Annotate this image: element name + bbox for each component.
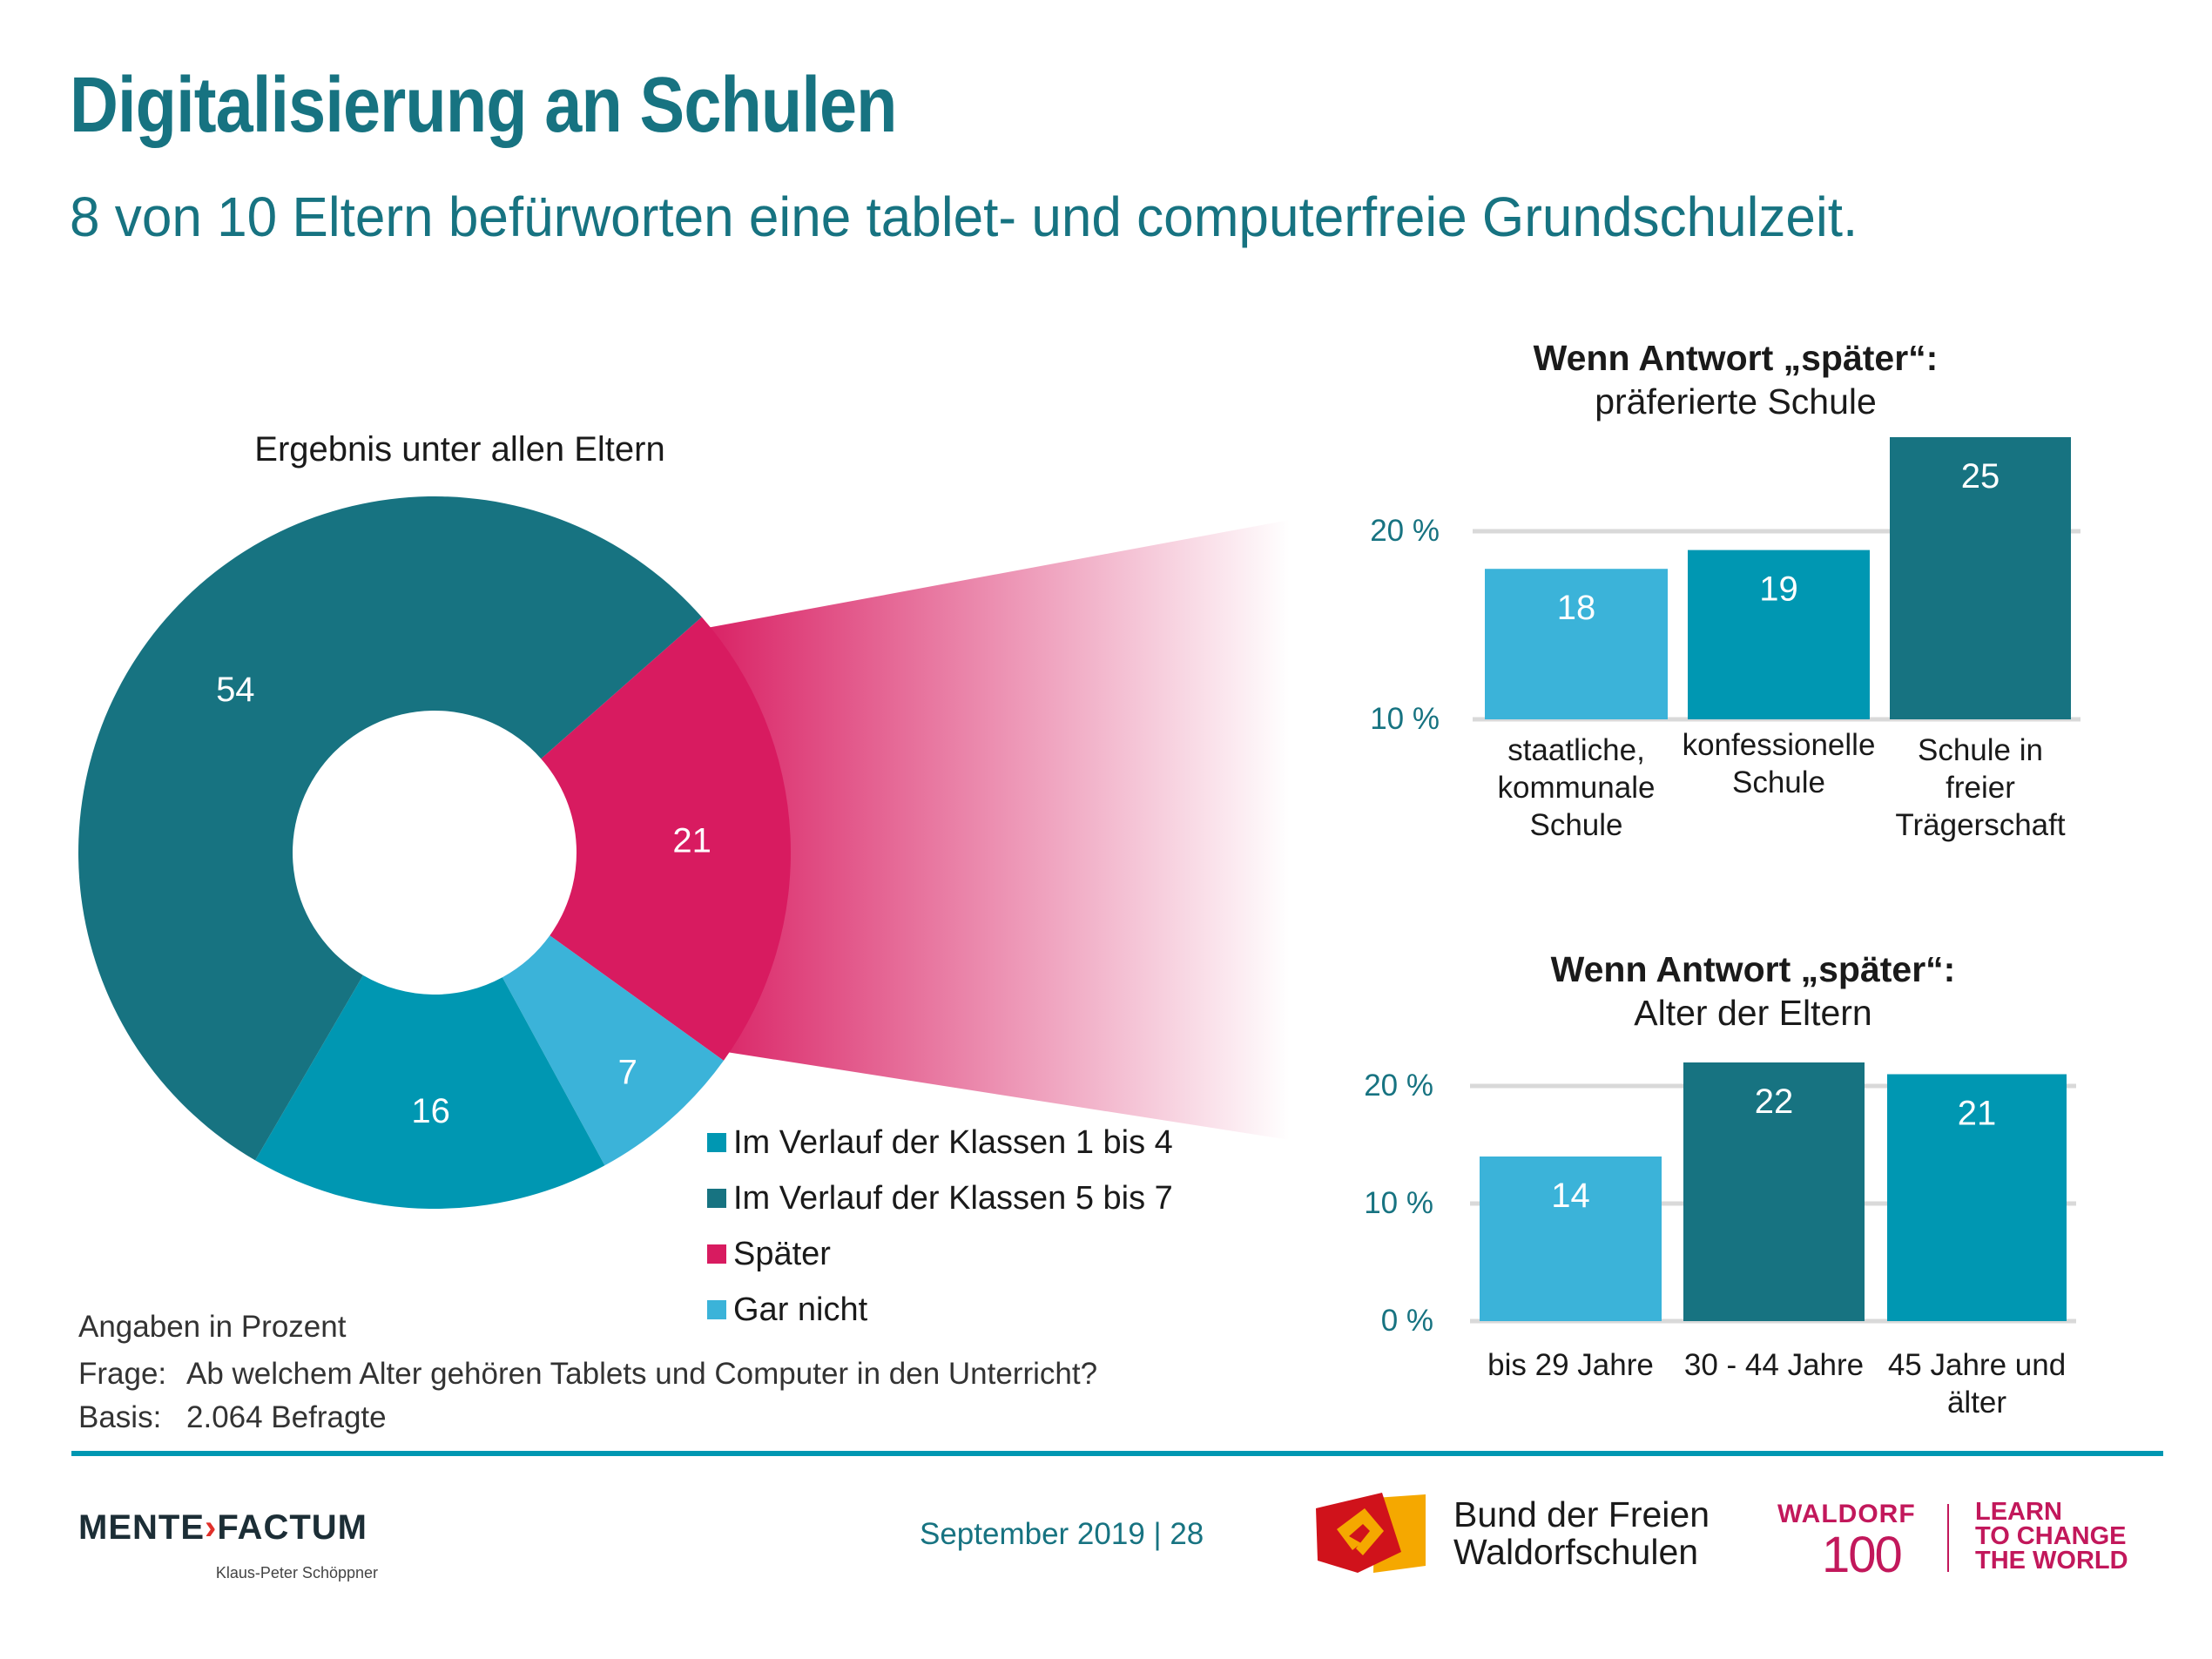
legend-label: Im Verlauf der Klassen 5 bis 7 bbox=[733, 1179, 1173, 1217]
donut-slice bbox=[78, 496, 702, 1161]
bar bbox=[1480, 1157, 1662, 1321]
page-title: Digitalisierung an Schulen bbox=[70, 62, 897, 149]
page-subtitle: 8 von 10 Eltern befürworten eine tablet-… bbox=[70, 185, 1858, 248]
bar-chart-age-title-line2: Alter der Eltern bbox=[1634, 993, 1872, 1033]
bar-chart-age-title-line1: Wenn Antwort „später“: bbox=[1550, 949, 1956, 989]
legend-item: Später bbox=[707, 1235, 831, 1272]
bar bbox=[1688, 550, 1870, 719]
legend-swatch bbox=[707, 1189, 726, 1208]
bar bbox=[1890, 437, 2071, 719]
y-tick-label: 0 % bbox=[1380, 1304, 1433, 1338]
donut-slice bbox=[502, 935, 724, 1166]
legend-item: Im Verlauf der Klassen 5 bis 7 bbox=[707, 1179, 1173, 1217]
donut-chart-title: Ergebnis unter allen Eltern bbox=[254, 430, 665, 469]
waldorf100-number: 100 bbox=[1822, 1527, 1903, 1583]
waldorf100-label: WALDORF bbox=[1777, 1500, 1916, 1528]
legend-label: Im Verlauf der Klassen 1 bis 4 bbox=[733, 1123, 1173, 1161]
bar-chart-school-title-line2: präferierte Schule bbox=[1595, 381, 1877, 421]
donut-slice-label: 16 bbox=[411, 1092, 450, 1130]
bar-value-label: 14 bbox=[1551, 1177, 1590, 1215]
donut-slice-label: 54 bbox=[216, 671, 255, 709]
mentefactum-logo: MENTE›FACTUM bbox=[78, 1508, 368, 1548]
x-category-label: 30 - 44 Jahre bbox=[1683, 1348, 1865, 1382]
legend-swatch bbox=[707, 1244, 726, 1264]
donut-slice-label: 21 bbox=[672, 821, 711, 860]
legend-label: Später bbox=[733, 1235, 831, 1272]
donut-slice bbox=[255, 974, 605, 1210]
bar-value-label: 18 bbox=[1557, 589, 1596, 627]
legend-item: Im Verlauf der Klassen 1 bis 4 bbox=[707, 1123, 1173, 1161]
bar bbox=[1683, 1062, 1865, 1321]
note-question-text: Ab welchem Alter gehören Tablets und Com… bbox=[186, 1357, 1098, 1391]
bar-value-label: 19 bbox=[1759, 570, 1798, 609]
x-category-label: Schule in freier Trägerschaft bbox=[1895, 733, 2066, 842]
zoom-funnel bbox=[688, 520, 1290, 1140]
x-category-label: staatliche, kommunale Schule bbox=[1497, 733, 1656, 842]
waldorf100-divider bbox=[1947, 1504, 1949, 1572]
legend-label: Gar nicht bbox=[733, 1291, 868, 1328]
legend-swatch bbox=[707, 1133, 726, 1152]
donut-slice-label: 7 bbox=[618, 1054, 637, 1092]
bar-chart-age-title: Wenn Antwort „später“: Alter der Eltern bbox=[1551, 948, 1956, 1035]
footer-divider bbox=[71, 1451, 2163, 1456]
note-question-key: Frage: bbox=[78, 1357, 167, 1391]
y-tick-label: 20 % bbox=[1370, 514, 1440, 548]
y-tick-label: 20 % bbox=[1364, 1069, 1433, 1103]
bar-chart-school-title: Wenn Antwort „später“: präferierte Schul… bbox=[1534, 336, 1939, 423]
x-category-label: konfessionelle Schule bbox=[1682, 728, 1876, 799]
bdfw-logo-icon bbox=[1316, 1493, 1426, 1573]
x-category-label: 45 Jahre und älter bbox=[1887, 1348, 2067, 1420]
bdfw-name: Bund der Freien Waldorfschulen bbox=[1453, 1494, 1710, 1572]
y-tick-label: 10 % bbox=[1364, 1186, 1433, 1220]
bar-value-label: 25 bbox=[1961, 457, 2000, 496]
bar bbox=[1887, 1074, 2067, 1321]
note-question: Frage: Ab welchem Alter gehören Tablets u… bbox=[78, 1357, 1097, 1392]
legend-item: Gar nicht bbox=[707, 1291, 868, 1328]
bar-value-label: 22 bbox=[1755, 1082, 1794, 1121]
note-basis-key: Basis: bbox=[78, 1400, 162, 1434]
date-page-number: September 2019 | 28 bbox=[920, 1517, 1204, 1551]
x-category-label: bis 29 Jahre bbox=[1487, 1348, 1654, 1382]
note-basis: Basis: 2.064 Befragte bbox=[78, 1400, 387, 1435]
mentefactum-author: Klaus-Peter Schöppner bbox=[215, 1564, 378, 1581]
y-tick-label: 10 % bbox=[1370, 702, 1440, 736]
donut-slice bbox=[541, 617, 792, 1061]
mentefactum-logo-right: FACTUM bbox=[217, 1508, 368, 1547]
mentefactum-arrow-icon: › bbox=[205, 1508, 218, 1547]
note-basis-text: 2.064 Befragte bbox=[186, 1400, 387, 1434]
bar-value-label: 21 bbox=[1958, 1095, 1997, 1133]
bar bbox=[1485, 569, 1668, 719]
note-unit: Angaben in Prozent bbox=[78, 1310, 347, 1344]
legend-swatch bbox=[707, 1300, 726, 1319]
mentefactum-logo-left: MENTE bbox=[78, 1508, 205, 1547]
bar-chart-school-title-line1: Wenn Antwort „später“: bbox=[1533, 338, 1939, 378]
waldorf100-slogan: LEARN TO CHANGE THE WORLD bbox=[1975, 1498, 2128, 1575]
